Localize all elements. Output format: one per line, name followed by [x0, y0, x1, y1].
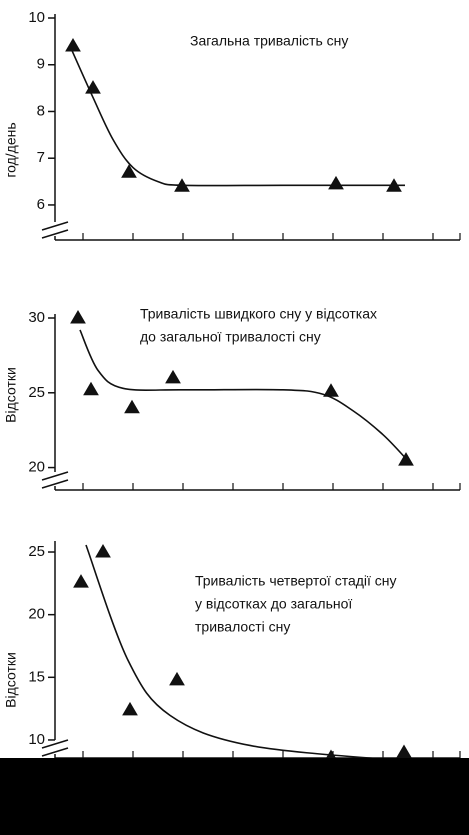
triangle-point [85, 80, 101, 94]
panel-title: у відсотках до загальної [195, 596, 352, 612]
triangle-point [70, 310, 86, 324]
panel-title: Загальна тривалість сну [190, 33, 348, 49]
y-tick-label: 25 [28, 384, 45, 401]
triangle-point [323, 383, 339, 397]
trend-curve [79, 329, 407, 460]
panel-title: Тривалість четвертої стадії сну [195, 573, 397, 589]
triangle-point [398, 452, 414, 466]
axis-break [41, 739, 69, 749]
y-tick-label: 15 [28, 668, 45, 685]
triangle-point [83, 381, 99, 396]
triangle-point [165, 369, 181, 384]
y-tick-label: 25 [28, 543, 45, 560]
bottom-band [0, 758, 469, 835]
triangle-point [65, 38, 81, 52]
triangle-point [121, 164, 137, 178]
trend-curve [69, 45, 405, 187]
axis-break [41, 479, 69, 489]
y-tick-label: 30 [28, 309, 45, 326]
y-axis-label: год/день [3, 122, 19, 177]
triangle-point [122, 701, 138, 716]
triangle-point [124, 399, 140, 414]
panel-title: до загальної тривалості сну [140, 329, 321, 345]
y-tick-label: 20 [28, 459, 45, 476]
axis-break [41, 747, 69, 757]
y-axis-label: Відсотки [3, 652, 19, 708]
triangle-point [95, 544, 111, 558]
triangle-point [169, 671, 185, 686]
y-tick-label: 10 [28, 9, 45, 26]
y-tick-label: 10 [28, 731, 45, 748]
triangle-point [174, 178, 190, 192]
y-tick-label: 6 [37, 196, 45, 213]
y-tick-label: 7 [37, 149, 45, 166]
triangle-point [396, 744, 412, 758]
y-tick-label: 20 [28, 606, 45, 623]
panel-title: тривалості сну [195, 619, 290, 635]
axis-break [41, 471, 69, 481]
triangle-point [73, 574, 89, 588]
triangle-point [328, 175, 344, 190]
y-axis-label: Відсотки [3, 367, 19, 423]
trend-curve [85, 544, 401, 762]
y-tick-label: 9 [37, 56, 45, 73]
axis-break [41, 221, 69, 231]
triangle-point [386, 178, 402, 192]
axis-break [41, 229, 69, 239]
y-tick-label: 8 [37, 102, 45, 119]
panel-title: Тривалість швидкого сну у відсотках [140, 306, 377, 322]
